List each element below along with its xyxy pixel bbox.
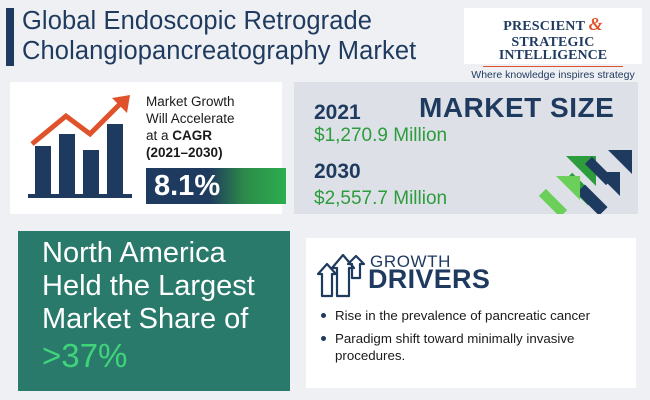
list-item: Rise in the prevalence of pancreatic can… bbox=[318, 307, 630, 324]
drivers-heading-large: DRIVERS bbox=[368, 264, 491, 294]
regional-line-2: Held the Largest bbox=[42, 270, 255, 302]
bullet-icon bbox=[321, 313, 326, 318]
cagr-banner bbox=[146, 168, 286, 204]
market-size-title: MARKET SIZE bbox=[419, 92, 615, 123]
growth-line-3-cagr: CAGR bbox=[172, 128, 213, 143]
logo-tagline: Where knowledge inspires strategy bbox=[471, 69, 635, 81]
growth-line-2: Will Accelerate bbox=[146, 111, 235, 126]
regional-line-1: North America bbox=[42, 237, 226, 269]
list-item: Paradigm shift toward minimally invasive… bbox=[318, 330, 630, 364]
logo-line-1: PRESCIENT & STRATEGIC bbox=[464, 14, 642, 51]
market-size-value-2030: $2,557.7 Million bbox=[314, 188, 448, 209]
title-line-1: Global Endoscopic Retrograde bbox=[22, 7, 373, 35]
market-size-value-2021: $1,270.9 Million bbox=[314, 125, 448, 146]
logo-word-strategic: STRATEGIC bbox=[511, 35, 595, 50]
title-line-2: Cholangiopancreatography Market bbox=[22, 37, 417, 65]
bullet-icon bbox=[321, 336, 326, 341]
logo-ampersand: & bbox=[588, 14, 603, 34]
logo-divider bbox=[483, 66, 623, 67]
upward-arrows-icon bbox=[538, 150, 632, 214]
bar-chart-growth-icon bbox=[28, 95, 132, 198]
market-size-year-2030: 2030 bbox=[314, 160, 361, 183]
drivers-list: Rise in the prevalence of pancreatic can… bbox=[318, 307, 630, 370]
regional-share-value: >37% bbox=[42, 337, 128, 374]
driver-text: Paradigm shift toward minimally invasive… bbox=[335, 331, 575, 363]
growth-line-1: Market Growth bbox=[146, 94, 235, 109]
growth-period: (2021–2030) bbox=[146, 145, 223, 160]
cagr-value: 8.1% bbox=[154, 170, 221, 202]
title-accent-bar bbox=[6, 8, 14, 66]
market-size-year-2021: 2021 bbox=[314, 101, 361, 124]
regional-line-3: Market Share of bbox=[42, 303, 249, 335]
company-logo: PRESCIENT & STRATEGIC INTELLIGENCE Where… bbox=[464, 8, 642, 81]
growth-line-3: at a CAGR bbox=[146, 127, 276, 144]
growth-line-3-prefix: at a bbox=[146, 128, 169, 143]
growth-houses-icon bbox=[316, 253, 366, 298]
logo-word-prescient: PRESCIENT bbox=[503, 19, 585, 34]
logo-line-2: INTELLIGENCE bbox=[498, 48, 608, 63]
page-title: Global Endoscopic Retrograde Cholangiopa… bbox=[22, 6, 462, 66]
drivers-heading-small: GROWTH bbox=[370, 252, 452, 271]
driver-text: Rise in the prevalence of pancreatic can… bbox=[335, 308, 590, 323]
growth-description: Market Growth Will Accelerate at a CAGR … bbox=[146, 93, 276, 161]
regional-share-card bbox=[18, 231, 290, 391]
regional-share-text: North America Held the Largest Market Sh… bbox=[42, 237, 292, 336]
